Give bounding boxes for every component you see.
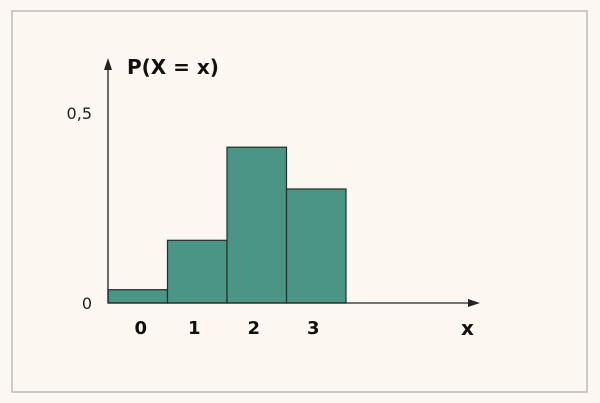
bar-x-2 <box>226 146 288 304</box>
x-tick-label-0: 0 <box>134 318 147 339</box>
x-tick-labels: 0 1 2 3 <box>134 318 319 339</box>
bar-x-3 <box>285 188 347 304</box>
x-axis-title: x <box>461 316 474 340</box>
x-tick-label-3: 3 <box>307 318 320 339</box>
y-axis-arrow <box>104 58 112 70</box>
y-tick-label: 0 <box>82 294 92 313</box>
x-axis-arrow <box>468 299 480 307</box>
x-tick-label-1: 1 <box>188 318 201 339</box>
y-axis-title: P(X = x) <box>127 55 219 79</box>
y-tick-labels: 00,5 <box>67 104 92 313</box>
bar-group <box>107 146 347 304</box>
bar-x-0 <box>107 289 169 304</box>
y-tick-label: 0,5 <box>67 104 92 123</box>
bar-x-1 <box>166 239 228 304</box>
x-tick-label-2: 2 <box>247 318 260 339</box>
